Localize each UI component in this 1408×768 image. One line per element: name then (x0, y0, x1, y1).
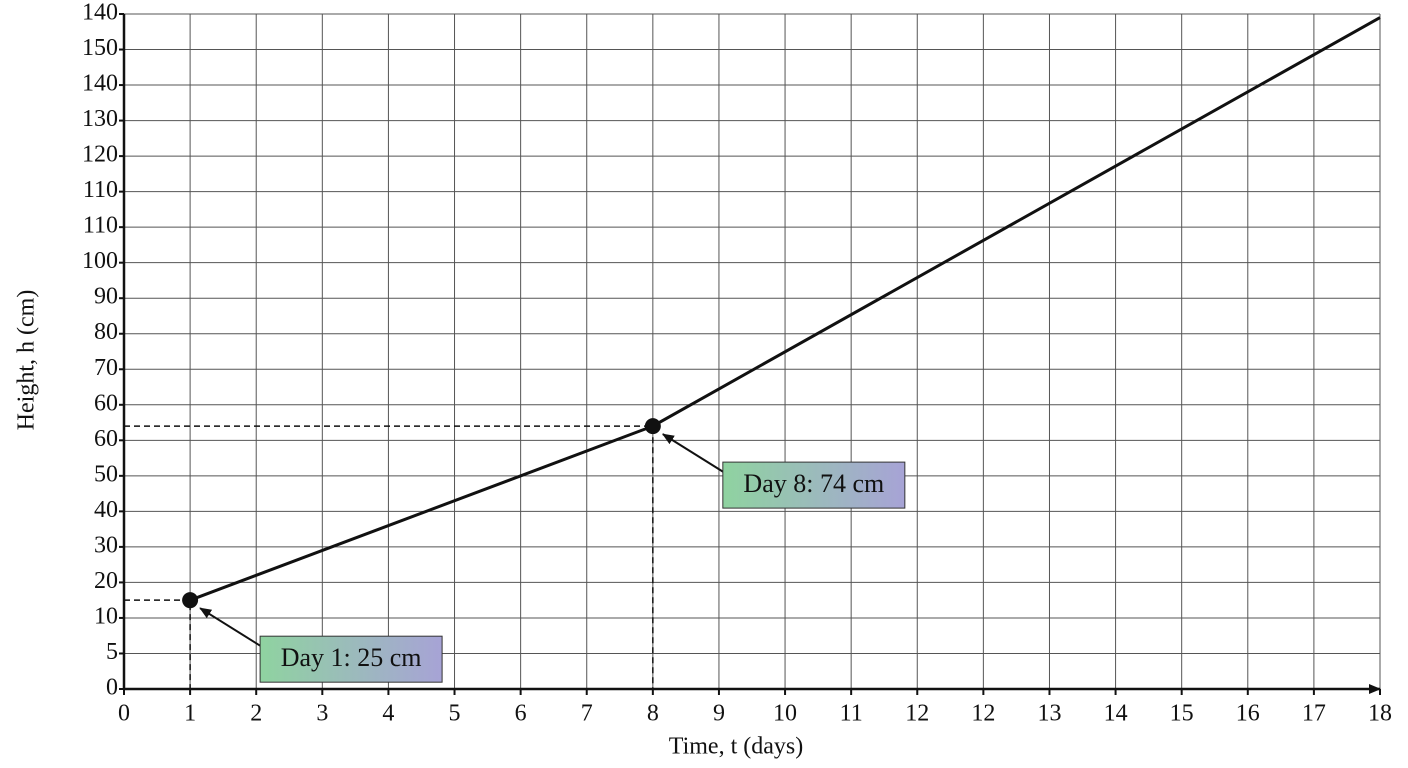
y-tick-label: 110 (83, 213, 118, 239)
guide-line (124, 599, 191, 689)
annotation-arrow (199, 607, 265, 650)
x-tick-label: 12 (905, 701, 929, 727)
x-tick-label: 12 (971, 701, 995, 727)
y-tick-label: 10 (94, 603, 118, 629)
x-tick-label: 18 (1368, 701, 1392, 727)
data-point (182, 592, 199, 609)
x-tick-label: 10 (773, 701, 797, 727)
x-tick-label: 16 (1236, 701, 1260, 727)
x-tick-label: 0 (118, 701, 130, 727)
x-tick-label: 2 (250, 701, 262, 727)
y-tick-label: 140 (82, 71, 118, 97)
y-tick-label: 70 (94, 355, 118, 381)
data-point (644, 418, 661, 435)
x-tick-label: 6 (515, 701, 527, 727)
x-tick-label: 11 (840, 701, 863, 727)
y-tick-label: 120 (82, 142, 118, 168)
x-tick-label: 5 (449, 701, 461, 727)
y-tick-label: 50 (94, 461, 118, 487)
x-tick-label: 4 (382, 701, 394, 727)
y-tick-label: 60 (94, 426, 118, 452)
x-tick-label: 17 (1302, 701, 1326, 727)
y-tick-label: 5 (106, 639, 118, 665)
x-tick-label: 3 (316, 701, 328, 727)
x-tick-label: 15 (1170, 701, 1194, 727)
y-tick-label: 140 (82, 0, 118, 26)
y-tick-label: 150 (82, 35, 118, 61)
x-tick-label: 7 (581, 701, 593, 727)
y-axis-label: Height, h (cm) (14, 290, 40, 431)
y-tick-label: 100 (82, 248, 118, 274)
x-tick-label: 13 (1037, 701, 1061, 727)
y-tick-label: 30 (94, 532, 118, 558)
y-tick-label: 90 (94, 284, 118, 310)
annotation-arrow (661, 433, 728, 475)
annotation-text: Day 1: 25 cm (281, 643, 422, 672)
x-tick-label: 1 (184, 701, 196, 727)
y-tick-label: 0 (106, 675, 118, 701)
y-tick-label: 130 (82, 106, 118, 132)
y-tick-label: 60 (94, 390, 118, 416)
annotation-text: Day 8: 74 cm (743, 469, 884, 498)
x-tick-label: 14 (1104, 701, 1128, 727)
y-tick-label: 80 (94, 319, 118, 345)
y-tick-label: 110 (83, 177, 118, 203)
annotation-box (722, 461, 906, 509)
x-tick-label: 8 (647, 701, 659, 727)
guide-line (124, 425, 654, 689)
x-axis-label: Time, t (days) (669, 734, 803, 760)
y-tick-label: 40 (94, 497, 118, 523)
x-tick-label: 9 (713, 701, 725, 727)
y-tick-label: 20 (94, 568, 118, 594)
annotation-box (259, 635, 443, 683)
